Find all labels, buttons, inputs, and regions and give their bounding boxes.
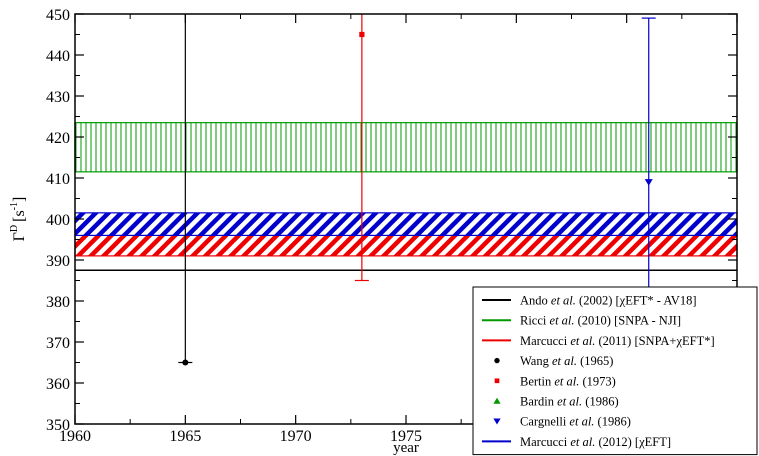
band-ricci — [74, 122, 738, 173]
y-tick-label: 430 — [46, 89, 70, 106]
legend-marker — [494, 357, 500, 364]
y-tick-label: 390 — [46, 253, 70, 270]
y-axis-label-symbol: Γ — [11, 232, 28, 241]
legend-item: Bardin et al. (1986) — [493, 395, 619, 409]
legend-item: Wang et al. (1965) — [494, 354, 613, 368]
legend-label: Ricci et al. (2010) [SNPA - NJI] — [520, 314, 681, 328]
y-axis-label-unit: [s — [11, 210, 28, 222]
point-cargnelli — [644, 179, 653, 186]
y-tick-label: 380 — [46, 294, 70, 311]
legend-marker — [494, 378, 500, 384]
y-axis-label-sup: D — [9, 225, 20, 232]
bands-layer — [74, 122, 738, 257]
legend-label: Ando et al. (2002) [χEFT* - AV18] — [520, 294, 697, 308]
legend-box — [472, 286, 758, 456]
legend-label: Marcucci et al. (2011) [SNPA+χEFT*] — [520, 334, 715, 348]
y-tick-label: 360 — [46, 376, 70, 393]
legend-item: Marcucci et al. (2011) [SNPA+χEFT*] — [482, 334, 715, 348]
y-tick-label: 440 — [46, 48, 70, 65]
legend-item: Bertin et al. (1973) — [494, 374, 616, 388]
legend-marker — [493, 397, 501, 404]
point-wang — [182, 359, 189, 366]
y-axis-label-unit-sup: -1 — [9, 202, 20, 210]
axes-layer: 1960196519701975198019851990350360370380… — [46, 7, 753, 445]
x-tick-label: 1960 — [59, 428, 91, 445]
legend-label: Cargnelli et al. (1986) — [520, 415, 631, 429]
y-tick-label: 420 — [46, 130, 70, 147]
y-tick-label: 410 — [46, 171, 70, 188]
legend-item: Cargnelli et al. (1986) — [493, 415, 631, 429]
legend-label: Bertin et al. (1973) — [520, 374, 616, 388]
y-axis-label-unit-close: ] — [11, 197, 28, 202]
legend-marker — [493, 418, 501, 425]
point-bertin — [359, 31, 365, 38]
y-tick-label: 450 — [46, 7, 70, 24]
x-tick-label: 1970 — [280, 428, 312, 445]
legend-label: Wang et al. (1965) — [520, 354, 613, 368]
x-axis-label: year — [393, 440, 419, 456]
legend-item: Marcucci et al. (2012) [χEFT] — [482, 435, 671, 449]
x-tick-label: 1965 — [169, 428, 201, 445]
band-marcucci2012 — [74, 212, 738, 237]
legend: Ando et al. (2002) [χEFT* - AV18] Ricci e… — [472, 286, 758, 456]
band-marcucci2011 — [74, 234, 738, 257]
y-tick-label: 400 — [46, 212, 70, 229]
axis-labels: year ΓD [s-1] — [9, 197, 419, 456]
y-tick-label: 370 — [46, 335, 70, 352]
legend-item: Ricci et al. (2010) [SNPA - NJI] — [482, 314, 681, 328]
legend-label: Marcucci et al. (2012) [χEFT] — [520, 435, 671, 449]
legend-label: Bardin et al. (1986) — [520, 395, 619, 409]
y-axis-label: ΓD [s-1] — [9, 197, 28, 242]
y-tick-label: 350 — [46, 417, 70, 434]
x-tick-label: 1975 — [390, 428, 422, 445]
legend-item: Ando et al. (2002) [χEFT* - AV18] — [482, 294, 697, 308]
